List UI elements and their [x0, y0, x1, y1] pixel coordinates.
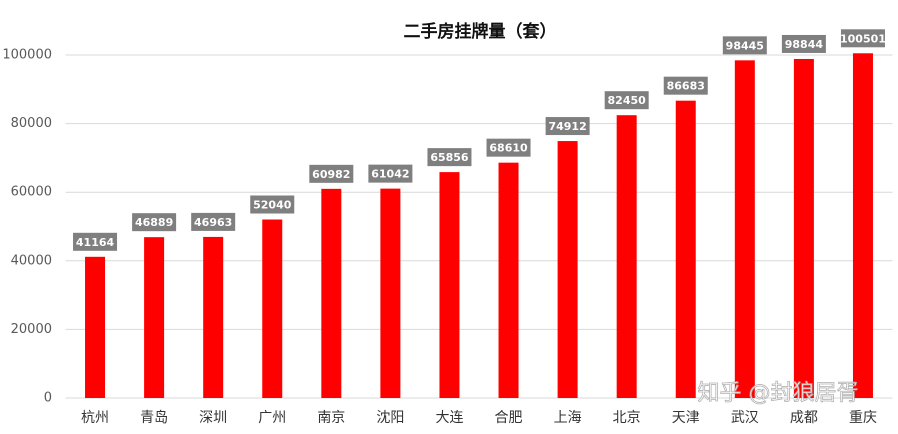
value-label-box — [191, 212, 236, 231]
x-tick-label: 深圳 — [199, 410, 227, 426]
value-label-box — [663, 76, 708, 95]
value-label-box — [781, 34, 826, 53]
chart-title: 二手房挂牌量（套） — [404, 21, 557, 42]
value-label-box — [604, 91, 649, 110]
bar — [262, 219, 283, 398]
value-label-box — [427, 148, 472, 167]
value-label: 65856 — [430, 151, 469, 164]
value-label-box — [722, 36, 767, 55]
watermark: 知乎 @封狼居胥 — [698, 381, 859, 406]
x-tick-label: 广州 — [258, 410, 286, 426]
x-tick-label: 合肥 — [495, 410, 523, 426]
bar — [439, 172, 460, 398]
y-tick-label: 100000 — [2, 48, 52, 63]
x-tick-label: 杭州 — [81, 410, 109, 426]
bar — [852, 53, 873, 399]
value-label: 82450 — [608, 94, 647, 107]
value-label: 100501 — [840, 32, 886, 45]
value-label: 60982 — [312, 168, 350, 181]
x-tick-label: 南京 — [317, 410, 345, 426]
x-tick-label: 北京 — [613, 410, 641, 426]
bar — [85, 256, 106, 398]
value-label: 98445 — [726, 39, 764, 52]
value-label: 74912 — [548, 120, 586, 133]
value-label-box — [250, 195, 295, 214]
value-label: 86683 — [667, 80, 705, 93]
bar — [557, 141, 578, 399]
y-tick-label: 80000 — [11, 116, 52, 131]
x-tick-label: 大连 — [435, 410, 463, 426]
bar — [498, 162, 519, 398]
value-label-box — [486, 138, 531, 157]
x-tick-label: 沈阳 — [376, 410, 404, 426]
value-label-box — [132, 213, 177, 232]
x-tick-label: 上海 — [554, 410, 582, 426]
y-tick-label: 60000 — [11, 185, 52, 200]
bar — [144, 237, 165, 398]
y-tick-label: 40000 — [11, 253, 52, 268]
value-label-box — [309, 164, 354, 183]
value-label: 52040 — [253, 199, 292, 212]
value-label: 41164 — [76, 236, 115, 249]
y-tick-label: 20000 — [11, 322, 52, 337]
value-label-box — [368, 164, 413, 183]
value-label: 98844 — [785, 38, 824, 51]
bar — [793, 58, 814, 398]
bar — [203, 236, 224, 398]
bar — [675, 100, 696, 398]
value-label: 46963 — [194, 216, 232, 229]
value-label: 61042 — [371, 168, 409, 181]
value-label: 68610 — [489, 142, 528, 155]
x-tick-label: 青岛 — [140, 410, 168, 426]
value-label: 46889 — [135, 216, 173, 229]
x-tick-label: 重庆 — [849, 410, 877, 426]
bar — [321, 188, 342, 398]
value-label-box — [73, 232, 118, 251]
value-label-box — [545, 117, 590, 136]
value-label-box — [840, 29, 885, 48]
bar — [616, 115, 637, 398]
x-tick-label: 武汉 — [731, 410, 759, 426]
x-tick-label: 天津 — [672, 410, 700, 426]
bar — [380, 188, 401, 398]
y-tick-label: 0 — [44, 391, 52, 406]
x-tick-label: 成都 — [790, 410, 818, 426]
bar — [734, 60, 755, 398]
